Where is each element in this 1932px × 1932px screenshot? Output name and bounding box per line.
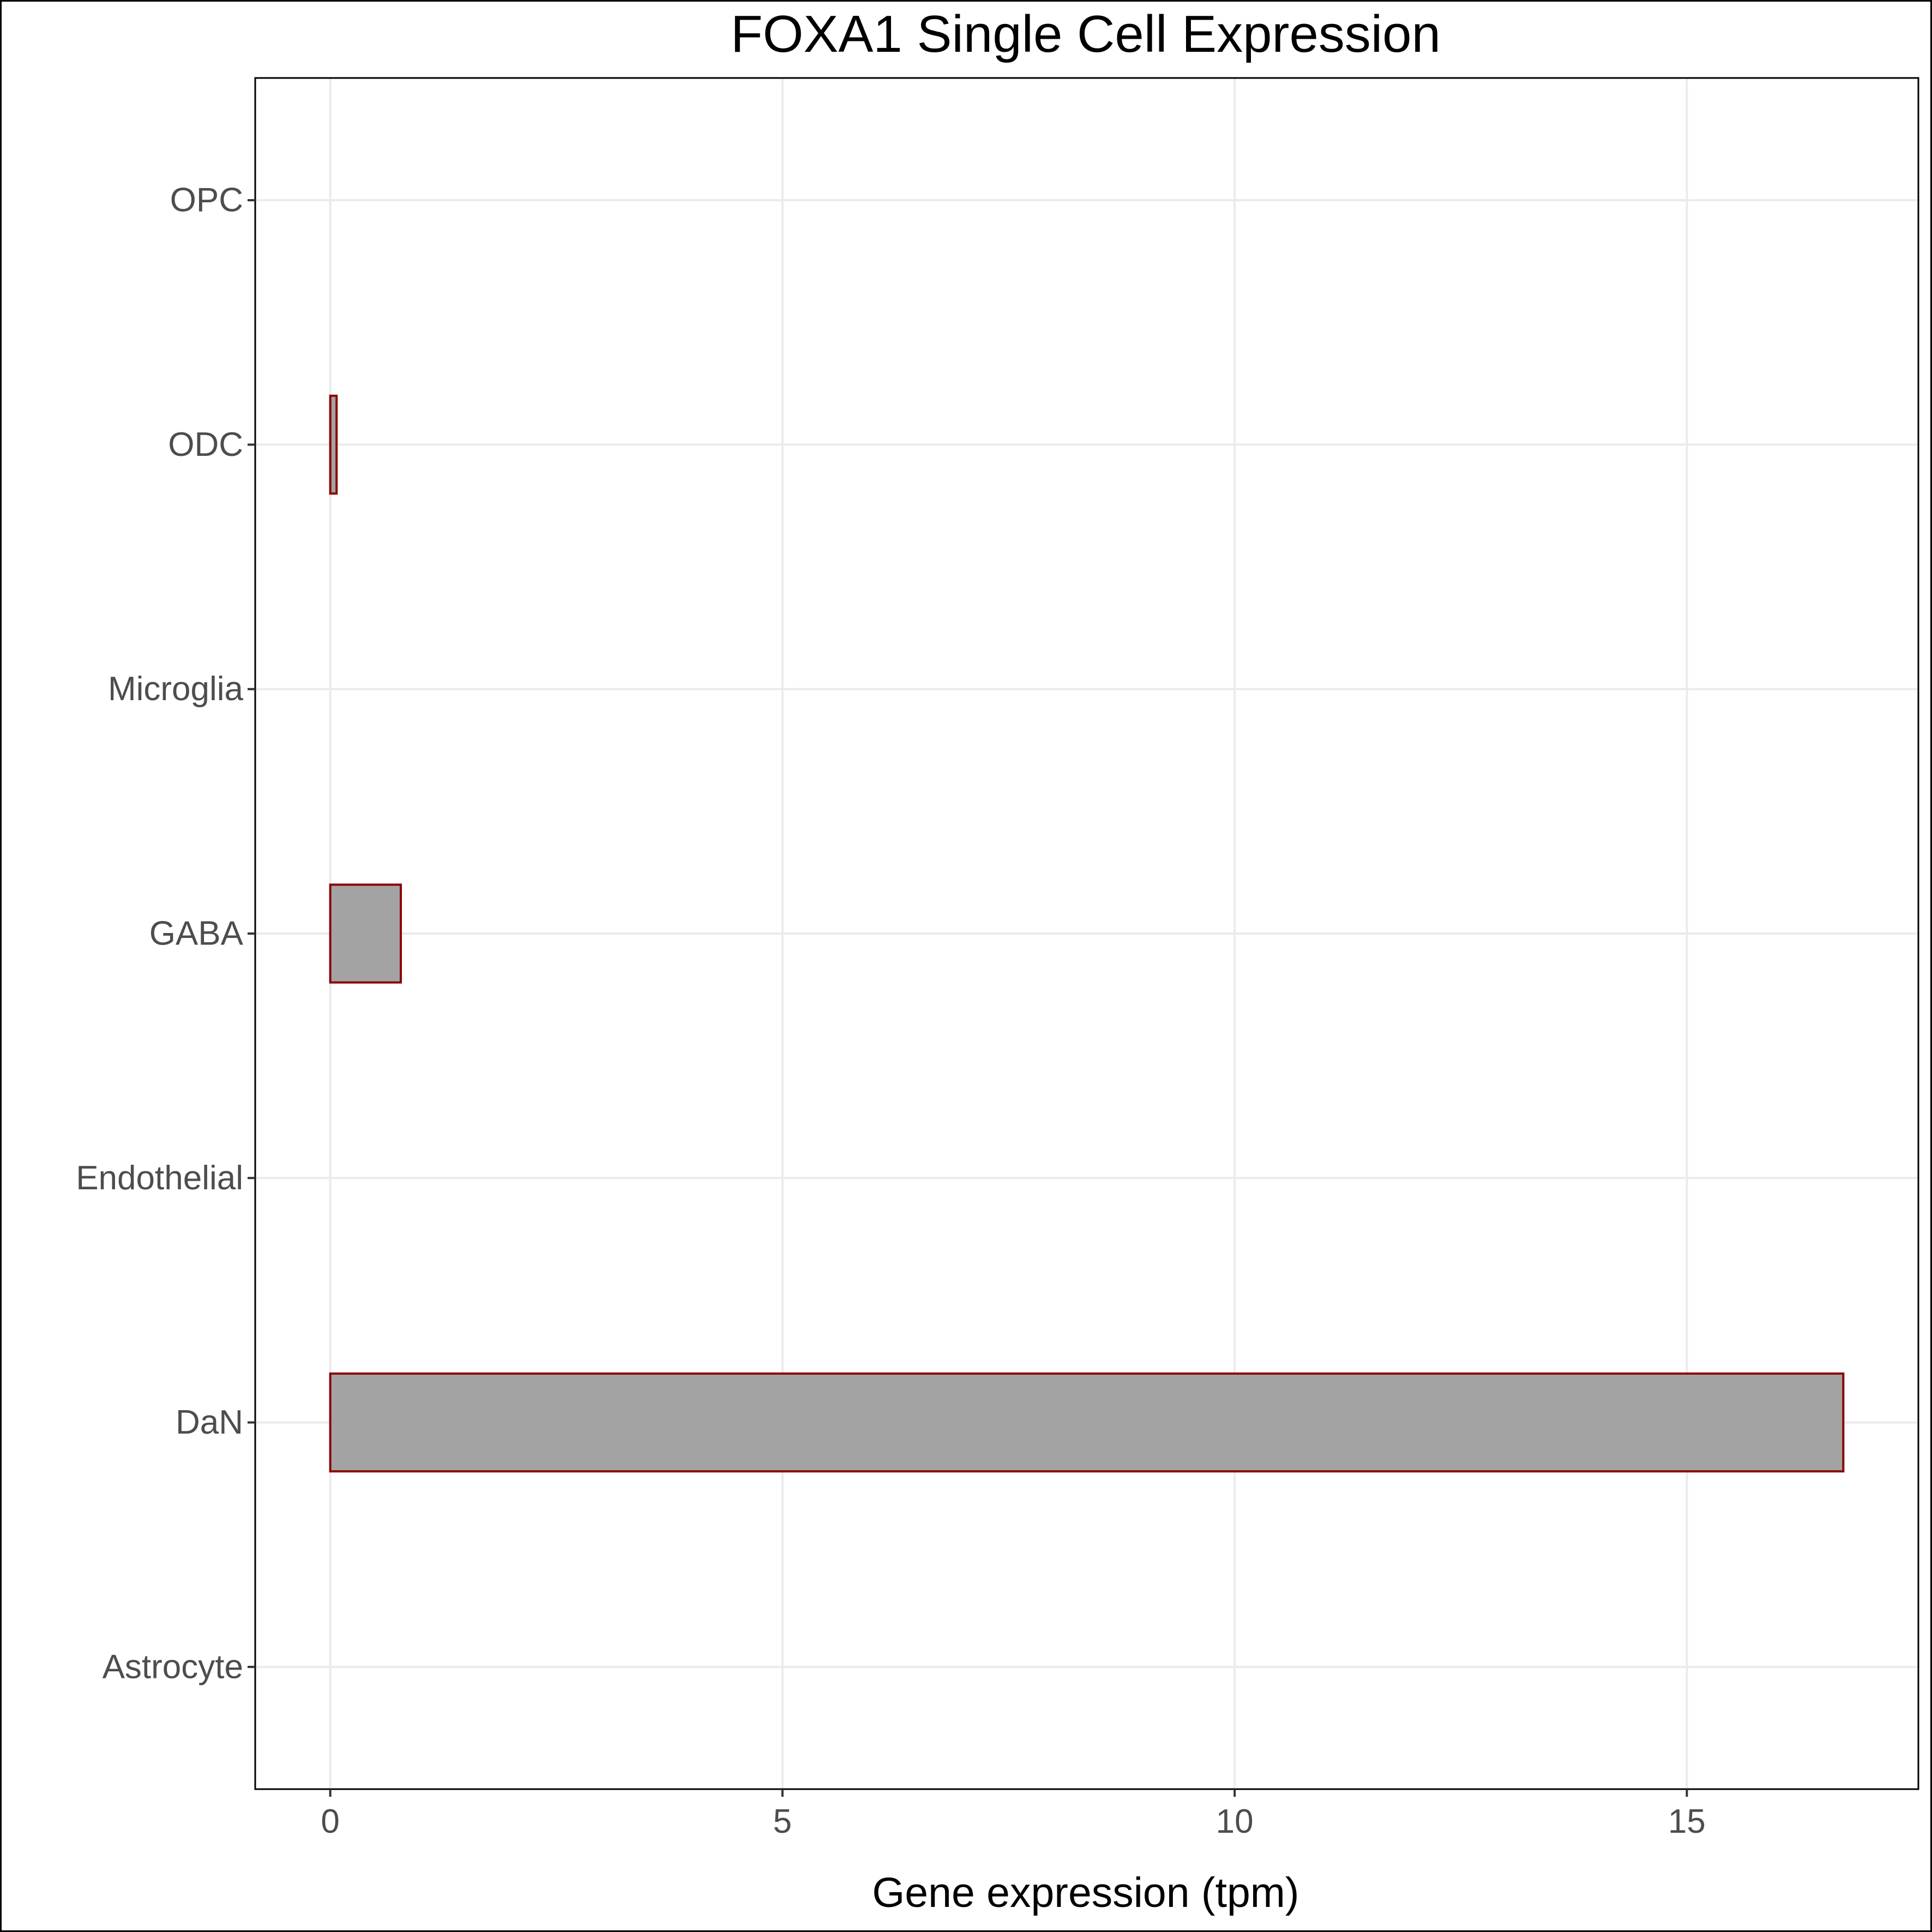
x-axis-ticks: 0 5 10 15 [321,1789,1706,1840]
bar-odc [329,394,338,495]
y-tick-label: OPC [170,182,243,219]
y-tick-label: Astrocyte [103,1648,243,1686]
bars [329,394,1845,1473]
grid-lines [255,78,1918,1789]
y-tick-label: ODC [168,426,243,464]
y-tick-label: Endothelial [76,1159,243,1197]
x-tick-label: 10 [1216,1803,1254,1840]
x-tick-label: 5 [773,1803,792,1840]
x-tick-label: 15 [1668,1803,1706,1840]
y-tick-label: GABA [149,915,244,953]
y-tick-label: DaN [176,1404,243,1441]
y-axis-ticks: Astrocyte DaN Endothelial GABA Microglia ODC O… [76,182,255,1686]
x-tick-label: 0 [321,1803,339,1840]
x-axis-title: Gene expression (tpm) [872,1869,1299,1916]
bar-gaba [329,883,402,984]
chart-title: FOXA1 Single Cell Expression [731,5,1441,63]
bar-dan [329,1372,1845,1473]
y-tick-label: Microglia [108,670,244,708]
